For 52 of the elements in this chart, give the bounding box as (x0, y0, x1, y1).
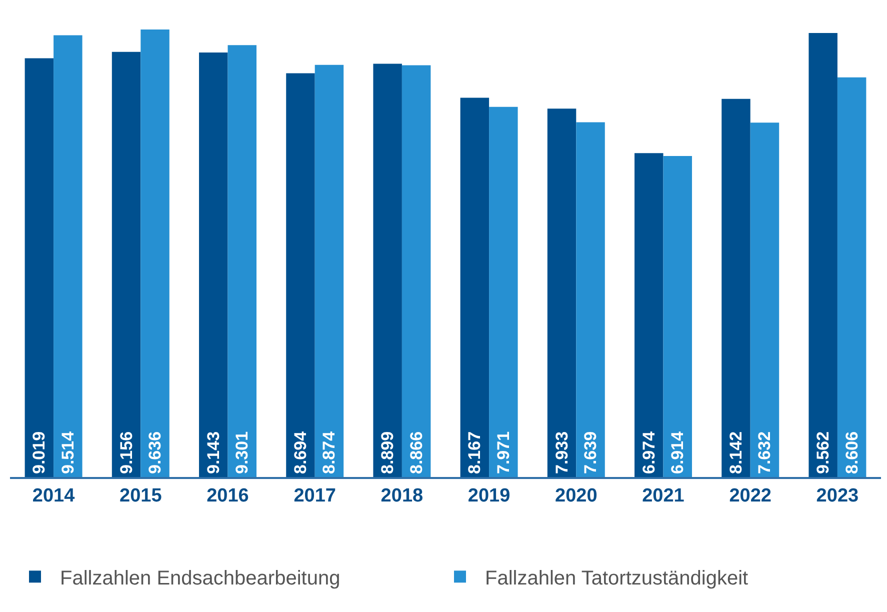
x-tick-label: 2018 (380, 486, 424, 507)
legend-label: Fallzahlen Endsachbearbeitung (60, 567, 340, 590)
data-label: 8.874 (320, 430, 339, 474)
bar (140, 30, 170, 477)
data-label: 7.639 (581, 431, 600, 474)
bar (634, 153, 664, 477)
bar (373, 64, 402, 477)
bar (489, 106, 518, 477)
data-label: 9.636 (146, 431, 165, 474)
legend-label: Fallzahlen Tatortzuständigkeit (485, 567, 749, 590)
bar (402, 65, 431, 477)
x-tick-label: 2021 (642, 486, 685, 507)
bar (547, 108, 576, 477)
bar (24, 58, 54, 477)
data-label: 8.866 (406, 431, 426, 474)
bar (112, 52, 141, 477)
data-label: 9.019 (30, 431, 49, 474)
data-label: 8.694 (290, 430, 310, 474)
data-label: 9.301 (232, 431, 252, 474)
data-label: 9.156 (116, 431, 136, 474)
data-label: 7.933 (552, 431, 572, 474)
data-label: 9.514 (58, 430, 78, 474)
x-tick-label: 2014 (32, 486, 76, 507)
x-tick-label: 2020 (555, 486, 598, 507)
data-label: 8.142 (726, 431, 746, 474)
data-label: 9.143 (204, 431, 223, 474)
x-tick-label: 2023 (816, 486, 859, 507)
data-label: 7.971 (494, 431, 513, 474)
bar (808, 32, 838, 477)
bar (199, 52, 228, 477)
data-label: 6.914 (668, 430, 688, 474)
bar (314, 64, 344, 477)
bar (460, 98, 490, 477)
bar (663, 156, 692, 477)
data-label: 9.562 (814, 431, 833, 474)
x-tick-label: 2022 (729, 486, 772, 507)
bar (837, 77, 866, 477)
x-tick-label: 2019 (468, 486, 510, 507)
data-label: 8.899 (378, 431, 398, 474)
x-tick-label: 2017 (294, 486, 336, 507)
bar (286, 73, 315, 477)
bar (750, 122, 780, 477)
data-label: 8.167 (465, 431, 484, 474)
bar (576, 122, 605, 477)
data-label: 7.632 (755, 431, 774, 474)
x-tick-label: 2016 (206, 486, 249, 507)
data-label: 6.974 (639, 430, 658, 474)
x-tick-label: 2015 (120, 486, 162, 507)
bar (722, 98, 750, 477)
bar (228, 45, 256, 477)
bar (54, 35, 82, 477)
data-label: 8.606 (842, 431, 862, 474)
